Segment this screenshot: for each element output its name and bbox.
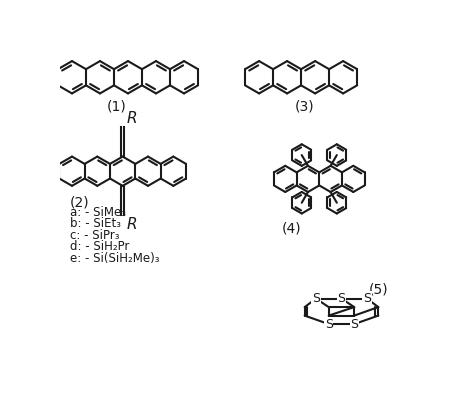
Text: (3): (3) <box>295 100 315 114</box>
Text: (2): (2) <box>70 195 89 209</box>
Text: (5): (5) <box>368 282 388 296</box>
Text: (1): (1) <box>107 100 127 114</box>
Text: R: R <box>127 111 137 126</box>
Text: (4): (4) <box>282 222 301 236</box>
Text: e: - Si(SiH₂Me)₃: e: - Si(SiH₂Me)₃ <box>70 252 159 265</box>
Text: S: S <box>350 318 358 330</box>
Text: S: S <box>312 292 320 305</box>
Text: R: R <box>127 217 137 232</box>
Text: S: S <box>363 292 371 305</box>
Text: S: S <box>337 292 346 305</box>
Text: b: - SiEt₃: b: - SiEt₃ <box>70 218 121 230</box>
Text: a: - SiMe₃: a: - SiMe₃ <box>70 206 126 219</box>
Text: c: - SiPr₃: c: - SiPr₃ <box>70 229 119 242</box>
Text: S: S <box>325 318 333 330</box>
Text: d: - SiH₂Pr: d: - SiH₂Pr <box>70 240 129 254</box>
